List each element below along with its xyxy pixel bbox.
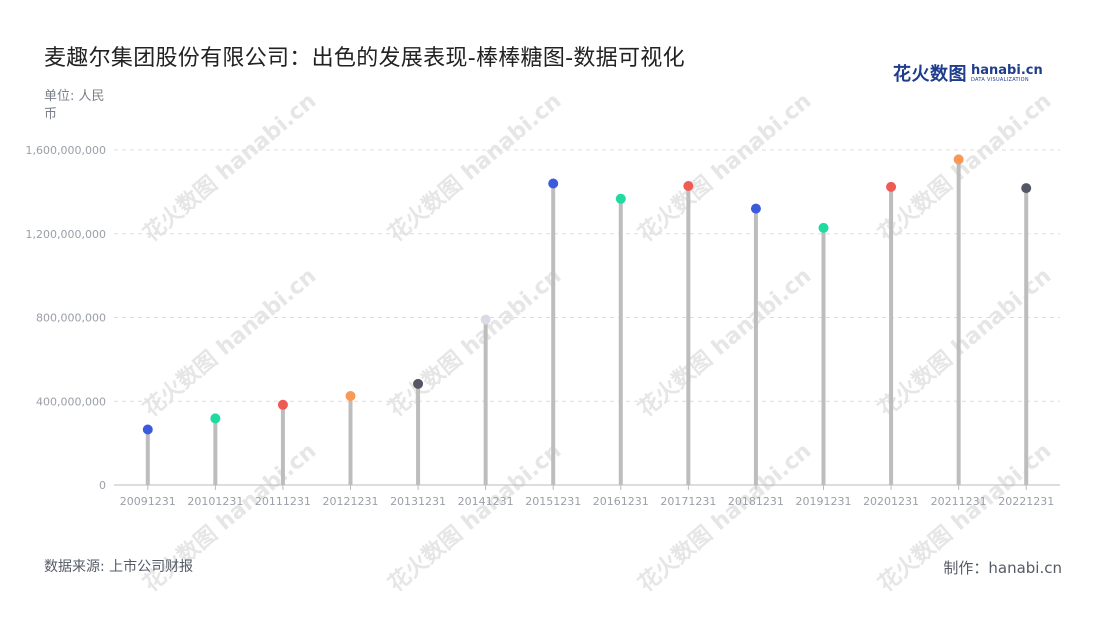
x-tick-label-4: 20131231 (390, 495, 446, 508)
chart-title: 麦趣尔集团股份有限公司：出色的发展表现-棒棒糖图-数据可视化 (44, 46, 685, 71)
x-tick-label-3: 20121231 (323, 495, 379, 508)
lollipop-dot-5 (480, 314, 491, 325)
x-tick-label-10: 20191231 (796, 495, 852, 508)
x-tick-label-2: 20111231 (255, 495, 311, 508)
x-tick-label-12: 20211231 (931, 495, 987, 508)
x-tick-label-9: 20181231 (728, 495, 784, 508)
logo-sub-text: DATA VISUALIZATION (971, 76, 1029, 83)
x-tick-label-13: 20221231 (998, 495, 1054, 508)
lollipop-dot-9 (750, 203, 761, 214)
y-tick-label-4: 1,600,000,000 (26, 144, 106, 157)
y-tick-label-3: 1,200,000,000 (26, 228, 106, 241)
lollipop-dot-13 (1021, 183, 1032, 194)
logo-en-text: hanabi.cn (971, 62, 1043, 78)
brand-logo: 花火数图 hanabi.cn DATA VISUALIZATION (893, 60, 1043, 86)
unit-label: 单位: 人民币 (44, 89, 105, 122)
x-tick-label-6: 20151231 (525, 495, 581, 508)
data-source: 数据来源: 上市公司财报 (44, 559, 194, 575)
lollipop-dot-2 (277, 399, 288, 410)
lollipop-dot-11 (886, 181, 897, 192)
x-tick-label-8: 20171231 (660, 495, 716, 508)
lollipop-dot-1 (210, 413, 221, 424)
credit-text: 制作：hanabi.cn (943, 559, 1062, 577)
lollipop-dot-6 (548, 178, 559, 189)
x-tick-label-1: 20101231 (187, 495, 243, 508)
lollipop-dot-3 (345, 391, 356, 402)
x-tick-label-0: 20091231 (120, 495, 176, 508)
y-tick-label-2: 800,000,000 (36, 312, 106, 325)
lollipop-dot-12 (953, 154, 964, 165)
lollipop-dot-0 (142, 424, 153, 435)
lollipop-dot-10 (818, 222, 829, 233)
lollipop-dot-8 (683, 181, 694, 192)
logo-en-block: hanabi.cn DATA VISUALIZATION (971, 64, 1043, 83)
lollipop-dot-4 (413, 378, 424, 389)
x-tick-label-5: 20141231 (458, 495, 514, 508)
y-tick-label-0: 0 (99, 479, 106, 492)
x-tick-label-11: 20201231 (863, 495, 919, 508)
y-tick-label-1: 400,000,000 (36, 395, 106, 408)
x-tick-label-7: 20161231 (593, 495, 649, 508)
lollipop-dot-7 (615, 193, 626, 204)
logo-cn-text: 花火数图 (893, 64, 967, 85)
